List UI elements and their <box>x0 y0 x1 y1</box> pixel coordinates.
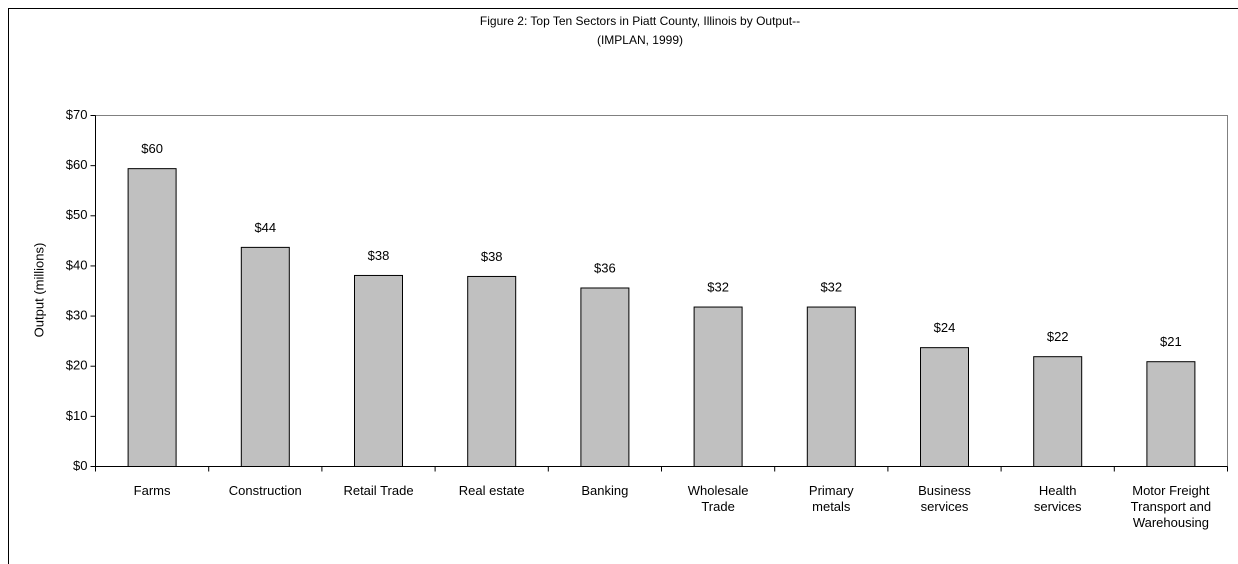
x-tick-label: Farms <box>133 482 171 498</box>
bar <box>354 274 403 467</box>
bar <box>920 347 969 468</box>
value-label: $24 <box>934 320 956 335</box>
value-label: $44 <box>254 220 276 235</box>
value-label: $38 <box>481 249 503 264</box>
y-tick-label: $60 <box>66 157 88 172</box>
bar <box>806 306 856 467</box>
x-tick-label: Business services <box>918 482 971 514</box>
y-axis-title: Output (millions) <box>31 243 46 338</box>
bar <box>467 275 517 467</box>
x-tick-label: Construction <box>228 482 302 498</box>
x-tick-label: Real estate <box>458 482 525 498</box>
bar <box>127 168 177 467</box>
bar <box>240 246 290 467</box>
chart-title: Figure 2: Top Ten Sectors in Piatt Count… <box>480 14 800 28</box>
x-tick-label: Motor Freight Transport and Warehousing <box>1130 482 1212 530</box>
y-tick-label: $0 <box>73 458 87 473</box>
x-tick-label: Wholesale Trade <box>687 482 749 514</box>
y-tick-label: $20 <box>66 358 88 373</box>
x-tick-label: Primary metals <box>808 482 854 514</box>
bar <box>1033 356 1083 467</box>
x-tick-label: Retail Trade <box>343 482 414 498</box>
value-label: $32 <box>707 279 729 294</box>
x-tick-label: Banking <box>581 482 629 498</box>
chart-frame <box>8 8 1238 564</box>
value-label: $36 <box>594 260 616 275</box>
y-tick-label: $30 <box>66 308 88 323</box>
y-tick-label: $40 <box>66 257 88 272</box>
y-tick-label: $50 <box>66 207 88 222</box>
bar <box>580 287 630 467</box>
bar <box>1146 361 1196 467</box>
y-tick-label: $70 <box>66 107 88 122</box>
value-label: $21 <box>1160 334 1182 349</box>
chart-subtitle: (IMPLAN, 1999) <box>597 33 683 47</box>
y-tick-label: $10 <box>66 408 88 423</box>
value-label: $22 <box>1047 329 1069 344</box>
value-label: $38 <box>368 248 390 263</box>
value-label: $32 <box>820 279 842 294</box>
bar <box>693 306 743 467</box>
value-label: $60 <box>141 141 163 156</box>
x-tick-label: Health services <box>1033 482 1082 514</box>
